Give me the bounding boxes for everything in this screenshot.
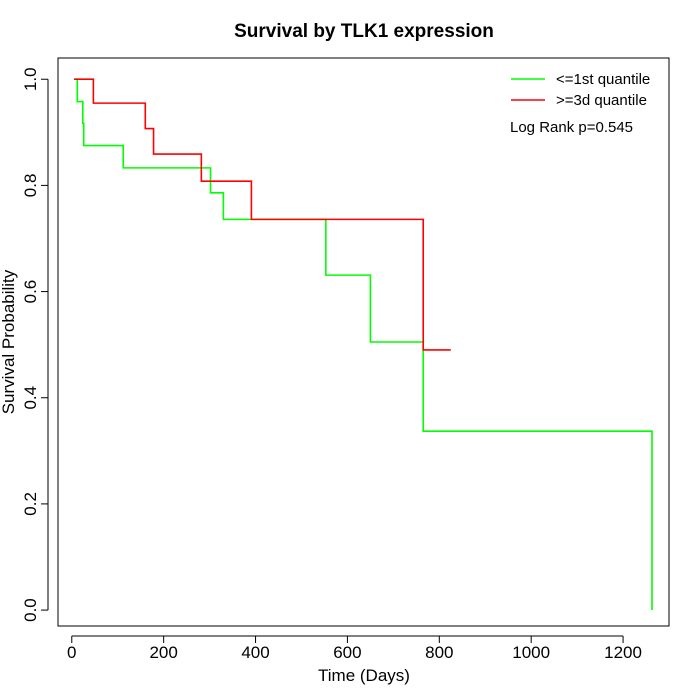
legend-label: >=3d quantile [556,92,647,109]
chart-title: Survival by TLK1 expression [234,21,494,42]
x-tick-label: 600 [333,643,361,662]
y-tick-label: 0.2 [21,492,40,516]
x-axis: 0 200 400 600 800 1000 1200 [67,635,642,662]
survival-curve-series-2 [74,78,451,351]
x-axis-label: Time (Days) [318,666,410,685]
survival-curves [74,78,653,611]
x-tick-label: 200 [149,643,177,662]
x-tick-label: 1000 [512,643,550,662]
y-tick-label: 0.6 [21,280,40,304]
x-tick-label: 0 [67,643,76,662]
legend: <=1st quantile >=3d quantile [511,71,650,109]
x-tick-label: 1200 [604,643,642,662]
log-rank-annotation: Log Rank p=0.545 [510,119,633,136]
y-tick-label: 0.8 [21,174,40,198]
y-axis: 0.0 0.2 0.4 0.6 0.8 1.0 [21,67,49,622]
y-axis-label: Survival Probability [0,269,18,414]
y-tick-label: 1.0 [21,67,40,91]
legend-label: <=1st quantile [556,71,650,88]
survival-curve-series-1 [74,78,653,611]
x-tick-label: 800 [425,643,453,662]
plot-frame [57,57,670,627]
x-tick-label: 400 [241,643,269,662]
y-tick-label: 0.0 [21,598,40,622]
y-tick-label: 0.4 [21,386,40,410]
